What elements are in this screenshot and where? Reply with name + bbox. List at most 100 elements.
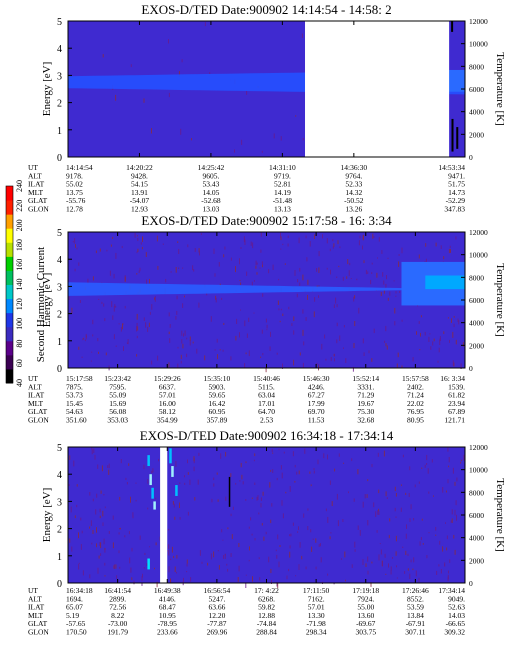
orbit-cell: -52.29 bbox=[446, 196, 466, 205]
y-axis-label-right: Temperature [K] bbox=[494, 263, 505, 336]
orbit-cell: 17.01 bbox=[258, 399, 275, 408]
colorbar-segment bbox=[6, 186, 13, 201]
orbit-row-label: ILAT bbox=[28, 603, 45, 612]
orbit-cell: 8552. bbox=[407, 594, 424, 603]
y-tick-right-label: 4000 bbox=[469, 108, 484, 117]
orbit-cell: 347.83 bbox=[444, 205, 465, 214]
orbit-cell: 12.20 bbox=[208, 611, 225, 620]
orbit-cell: -71.98 bbox=[306, 619, 326, 628]
orbit-cell: 76.95 bbox=[407, 407, 424, 416]
y-tick-right-label: 2000 bbox=[469, 341, 484, 350]
orbit-cell: 14.32 bbox=[345, 188, 362, 197]
colorbar-segment bbox=[6, 312, 13, 328]
panel-title: EXOS-D/TED Date:900902 15:17:58 - 16: 3:… bbox=[141, 213, 392, 228]
streak bbox=[147, 558, 150, 570]
orbit-row-label: MLT bbox=[28, 188, 44, 197]
y-axis-label: Energy [eV] bbox=[41, 62, 53, 116]
orbit-cell: 15.69 bbox=[109, 399, 126, 408]
orbit-cell: 16: 3:34 bbox=[440, 374, 465, 383]
orbit-row-label: GLAT bbox=[28, 196, 48, 205]
panel-1: EXOS-D/TED Date:900902 14:14:54 - 14:58:… bbox=[28, 2, 505, 214]
orbit-cell: 67.89 bbox=[448, 407, 465, 416]
orbit-cell: 54.15 bbox=[131, 180, 148, 189]
orbit-cell: 60.95 bbox=[208, 407, 225, 416]
orbit-cell: 53.73 bbox=[66, 391, 83, 400]
y-axis-label: Energy [eV] bbox=[41, 488, 53, 542]
orbit-cell: 14:14:54 bbox=[66, 163, 93, 172]
orbit-cell: 14.73 bbox=[448, 188, 465, 197]
orbit-cell: 16:34:18 bbox=[66, 586, 93, 595]
streak bbox=[169, 448, 172, 464]
spike bbox=[228, 476, 231, 507]
orbit-cell: 9764. bbox=[345, 171, 362, 180]
streak bbox=[147, 455, 150, 467]
colorbar-segment bbox=[6, 242, 13, 257]
orbit-cell: 71.29 bbox=[357, 391, 374, 400]
orbit-cell: 16:56:54 bbox=[204, 586, 231, 595]
orbit-cell: 2.53 bbox=[260, 416, 273, 425]
energy-band bbox=[68, 282, 465, 296]
orbit-cell: 17: 4:22 bbox=[254, 586, 279, 595]
orbit-cell: 7162. bbox=[308, 594, 325, 603]
orbit-cell: 32.68 bbox=[357, 416, 374, 425]
orbit-cell: 57.01 bbox=[308, 603, 325, 612]
y-axis-label: Energy [eV] bbox=[41, 273, 53, 327]
colorbar-tick-label: 200 bbox=[15, 219, 24, 231]
colorbar-label: Second Harmonic Current bbox=[35, 247, 47, 362]
data-gap bbox=[160, 447, 168, 583]
orbit-cell: 15:29:26 bbox=[154, 374, 181, 383]
orbit-cell: 7875. bbox=[66, 382, 83, 391]
y-tick-label: 1 bbox=[57, 337, 62, 348]
y-tick-label: 0 bbox=[57, 579, 62, 590]
orbit-cell: 351.60 bbox=[66, 416, 87, 425]
energy-band-right bbox=[449, 69, 465, 92]
y-tick-label: 3 bbox=[57, 497, 62, 508]
orbit-cell: 51.75 bbox=[448, 180, 465, 189]
colorbar-tick-label: 100 bbox=[15, 318, 24, 330]
orbit-cell: 65.07 bbox=[66, 603, 83, 612]
orbit-cell: 121.71 bbox=[444, 416, 465, 425]
plot-area bbox=[68, 447, 465, 583]
colorbar-segment bbox=[6, 270, 13, 285]
y-tick-right-label: 12000 bbox=[469, 17, 488, 26]
orbit-cell: 14:20:22 bbox=[126, 163, 153, 172]
orbit-cell: 75.30 bbox=[357, 407, 374, 416]
orbit-cell: 5903. bbox=[208, 382, 225, 391]
orbit-cell: 16.42 bbox=[208, 399, 225, 408]
orbit-cell: 67.27 bbox=[308, 391, 325, 400]
data-gap bbox=[305, 21, 450, 157]
y-tick-right-label: 8000 bbox=[469, 488, 484, 497]
y-tick-right-label: 12000 bbox=[469, 443, 488, 452]
orbit-cell: 12.93 bbox=[131, 205, 148, 214]
orbit-cell: 4246. bbox=[308, 382, 325, 391]
orbit-cell: 52.33 bbox=[345, 180, 362, 189]
orbit-cell: 298.34 bbox=[306, 628, 327, 637]
colorbar-tick-label: 120 bbox=[15, 298, 24, 310]
orbit-cell: -57.65 bbox=[66, 619, 86, 628]
orbit-cell: 19.67 bbox=[357, 399, 374, 408]
orbit-cell: 9471. bbox=[448, 171, 465, 180]
orbit-cell: 9428. bbox=[131, 171, 148, 180]
orbit-cell: 13.13 bbox=[274, 205, 291, 214]
orbit-cell: 1539. bbox=[448, 382, 465, 391]
orbit-table: UTALTILATMLTGLATGLON15:17:587875.53.7315… bbox=[28, 374, 465, 425]
y-tick-label: 3 bbox=[57, 282, 62, 293]
orbit-cell: 17:19:18 bbox=[352, 586, 379, 595]
y-tick-label: 2 bbox=[57, 99, 62, 110]
orbit-cell: 63.04 bbox=[258, 391, 275, 400]
colorbar-tick-label: 140 bbox=[15, 279, 24, 291]
orbit-cell: 15:57:58 bbox=[402, 374, 429, 383]
orbit-cell: 16:49:38 bbox=[154, 586, 181, 595]
orbit-cell: -69.67 bbox=[356, 619, 376, 628]
y-tick-right-label: 4000 bbox=[469, 534, 484, 543]
orbit-row-label: UT bbox=[28, 374, 38, 383]
y-tick-right-label: 10000 bbox=[469, 251, 488, 260]
orbit-cell: 309.32 bbox=[444, 628, 465, 637]
orbit-cell: 6637. bbox=[159, 382, 176, 391]
orbit-cell: 52.63 bbox=[448, 603, 465, 612]
y-tick-right-label: 8000 bbox=[469, 62, 484, 71]
orbit-cell: 61.82 bbox=[448, 391, 465, 400]
orbit-cell: 233.66 bbox=[157, 628, 178, 637]
colorbar-tick-label: 40 bbox=[15, 379, 24, 387]
